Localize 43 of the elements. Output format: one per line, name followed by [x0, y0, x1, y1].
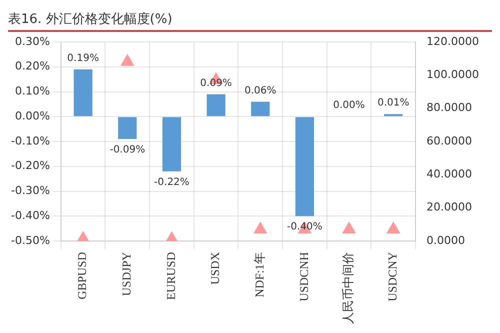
- data-label: 0.06%: [244, 85, 276, 96]
- y2-tick-label: 40.0000: [426, 168, 472, 181]
- data-label: 0.01%: [377, 98, 410, 109]
- y-tick-label: -0.20%: [10, 159, 50, 172]
- data-label: -0.40%: [287, 222, 322, 233]
- point: [120, 54, 134, 66]
- chart-title: 表16. 外汇价格变化幅度(%): [8, 8, 492, 32]
- y-tick-label: -0.50%: [10, 234, 50, 247]
- x-tick-label: USDJPY: [120, 252, 134, 296]
- point: [386, 222, 400, 234]
- y2-tick-label: 120.0000: [426, 34, 480, 48]
- y2-tick-label: 80.0000: [426, 101, 472, 114]
- x-tick-label: USDX: [208, 252, 222, 285]
- point: [342, 222, 356, 234]
- y-tick-label: -0.10%: [10, 134, 50, 148]
- x-tick-label: USDCNH: [296, 252, 311, 302]
- bar: [118, 117, 137, 140]
- data-label: -0.09%: [110, 144, 146, 156]
- data-label: 0.19%: [67, 52, 99, 64]
- y-tick-label: 0.30%: [14, 34, 50, 48]
- y2-tick-label: 20.0000: [426, 200, 472, 214]
- bar: [162, 117, 182, 172]
- y2-tick-label: 60.0000: [426, 134, 472, 148]
- bar: [251, 102, 270, 116]
- y-tick-label: 0.10%: [14, 84, 50, 98]
- x-tick-label: 人民币中间价: [341, 252, 356, 324]
- y-tick-label: 0.00%: [14, 109, 50, 122]
- bar: [206, 94, 226, 116]
- y-tick-label: -0.40%: [10, 208, 50, 222]
- data-label: 0.09%: [200, 78, 232, 89]
- data-label: 0.00%: [333, 100, 365, 112]
- bar: [74, 69, 92, 116]
- x-tick-label: USDCNY: [386, 252, 400, 302]
- x-tick-label: NDF:1年: [252, 252, 267, 298]
- y2-tick-label: 0.0000: [426, 234, 466, 247]
- y-tick-label: 0.20%: [14, 60, 50, 73]
- data-label: -0.22%: [154, 176, 190, 188]
- bar: [295, 117, 314, 216]
- y-tick-label: -0.30%: [10, 184, 50, 198]
- point: [254, 222, 267, 234]
- y2-tick-label: 100.0000: [426, 68, 480, 82]
- x-tick-label: GBPUSD: [75, 252, 90, 300]
- x-tick-label: EURUSD: [164, 252, 178, 300]
